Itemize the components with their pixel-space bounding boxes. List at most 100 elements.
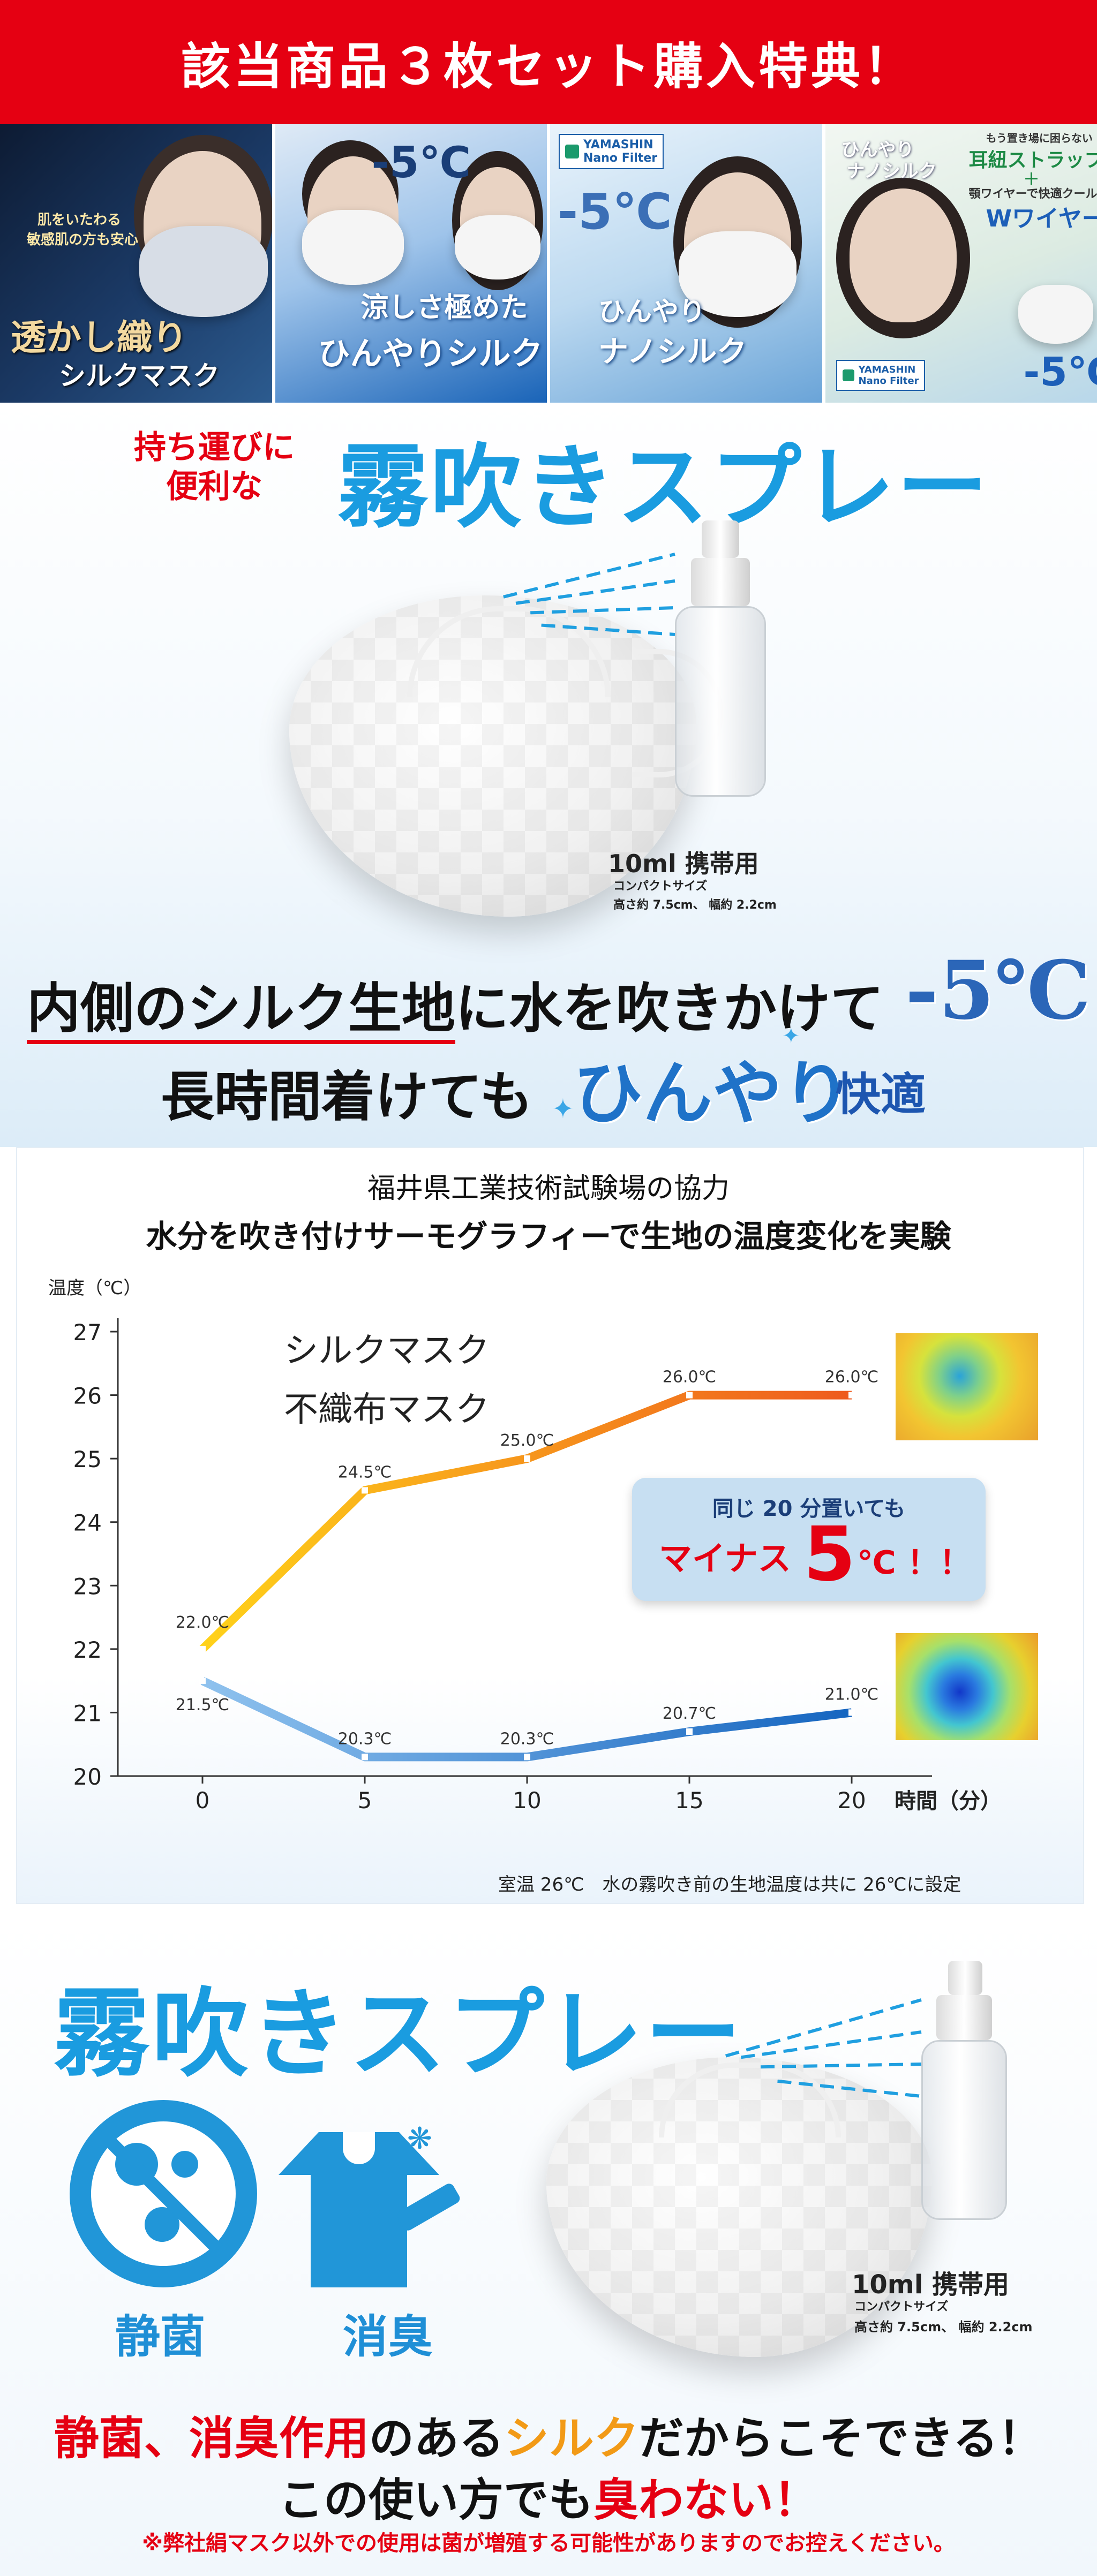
spray-mist <box>725 1998 922 2058</box>
thumbnail-hinyari-silk[interactable]: -5℃ 涼しさ極めた ひんやりシルク <box>275 124 550 403</box>
thumb-title: ナノシルク <box>846 161 937 182</box>
thermography-image <box>896 1333 1038 1440</box>
data-label: 26.0℃ <box>663 1368 717 1387</box>
mask-image <box>679 231 797 317</box>
yamashin-logo: YAMASHIN Nano Filter <box>559 134 664 169</box>
data-point <box>362 1487 368 1494</box>
sparkle-icon: ✦ <box>552 1093 574 1124</box>
bottom-headline: この使い方でも臭わない！ <box>278 2474 819 2526</box>
headline: 長時間着けても <box>161 1066 533 1128</box>
thumb-title: ひんやり <box>598 296 705 327</box>
bottle-size: 高さ約 7.5cm、 幅約 2.2cm <box>613 898 777 912</box>
data-point <box>524 1455 530 1462</box>
thumb-title: 透かし織り <box>11 316 187 358</box>
x-tick-label: 15 <box>675 1787 703 1814</box>
thumbnail-nano-silk[interactable]: YAMASHIN Nano Filter -5℃ ひんやり ナノシルク <box>550 124 825 403</box>
y-tick-label: 23 <box>73 1573 102 1599</box>
promo-text: もう置き場に困らない <box>986 132 1093 145</box>
promo-banner: 該当商品３枚セット購入特典！ <box>0 0 1097 124</box>
spray-section: 持ち運びに 便利な 霧吹きスプレー 10ml 携帯用 コンパクトサイズ 高さ約 … <box>0 403 1097 1147</box>
temperature-badge: -5℃ <box>558 183 672 240</box>
headline: 内側のシルク生地に水を吹きかけて <box>27 965 884 1044</box>
y-axis-label: 温度（℃） <box>48 1278 141 1299</box>
bottle-subtitle: コンパクトサイズ <box>854 2300 949 2314</box>
data-label: 21.0℃ <box>825 1685 879 1704</box>
mask-image <box>139 226 268 317</box>
bottle-title: 10ml 携帯用 <box>608 849 759 878</box>
bottom-title: 霧吹きスプレー <box>54 1978 744 2090</box>
bottom-section: 霧吹きスプレー 静菌 ❋ 消臭 10ml 携帯用 コンパクトサイズ 高さ約 7.… <box>0 1918 1097 2576</box>
data-label: 21.5℃ <box>176 1696 230 1714</box>
bottle-title: 10ml 携帯用 <box>852 2270 1009 2300</box>
y-tick-label: 22 <box>73 1637 102 1663</box>
temperature-chart: 温度（℃） 時間（分） 20 21 22 23 24 25 26 27 0 5 10 15 20 21… <box>48 1278 1002 1814</box>
thermography-image <box>896 1633 1038 1740</box>
mask-image <box>454 215 540 279</box>
antibacterial-label: 静菌 <box>115 2310 206 2363</box>
promo-text: 耳紐ストラップ <box>968 149 1097 171</box>
mask-image <box>1018 285 1093 344</box>
bubble-icon: ❋ <box>407 2121 432 2156</box>
y-tick-label: 21 <box>73 1700 102 1726</box>
x-tick-label: 5 <box>358 1787 372 1814</box>
data-label: 20.7℃ <box>663 1704 717 1723</box>
x-tick-label: 20 <box>837 1787 866 1814</box>
promo-text: 顎ワイヤーで快適クール <box>968 187 1097 201</box>
data-label: 26.0℃ <box>825 1368 879 1387</box>
y-tick-label: 20 <box>73 1764 102 1790</box>
data-point <box>848 1392 855 1399</box>
deodorant-icon: ❋ <box>279 2121 462 2287</box>
experiment-footnote: 室温 26℃ 水の霧吹き前の生地温度は共に 26℃に設定 <box>498 1874 961 1895</box>
data-point <box>362 1754 368 1761</box>
callout-text: 同じ 20 分置いても <box>712 1497 906 1521</box>
nano-filter-icon <box>565 145 579 158</box>
spray-subtitle: 持ち運びに <box>134 429 295 466</box>
y-tick-label: 24 <box>73 1510 102 1536</box>
data-label: 20.3℃ <box>338 1729 392 1748</box>
spray-mist <box>515 579 675 605</box>
bottle-size: 高さ約 7.5cm、 幅約 2.2cm <box>854 2320 1033 2335</box>
headline: 快適 <box>836 1068 926 1121</box>
spray-subtitle: 便利な <box>166 468 262 505</box>
thumb-title: ひんやりシルク <box>318 335 543 373</box>
thumb-title: ナノシルク <box>598 335 747 369</box>
y-tick-label: 26 <box>73 1383 102 1409</box>
data-label: 24.5℃ <box>338 1463 392 1482</box>
headline-temperature: -5℃ <box>905 943 1091 1038</box>
thumbnail-silk-mask[interactable]: 肌をいたわる 敏感肌の方も安心 透かし織り シルクマスク <box>0 124 275 403</box>
result-callout: 同じ 20 分置いても マイナス 5 ℃ ！！ <box>632 1478 986 1601</box>
x-tick-label: 0 <box>196 1787 210 1814</box>
x-axis-label: 時間（分） <box>895 1789 1002 1814</box>
model-face <box>849 188 957 322</box>
data-point <box>686 1728 693 1735</box>
data-label: 22.0℃ <box>176 1613 230 1632</box>
thumbnail-w-wire[interactable]: ひんやり ナノシルク もう置き場に困らない 耳紐ストラップ ＋ 顎ワイヤーで快適… <box>825 124 1097 403</box>
spray-bottle-image <box>921 1961 1007 2223</box>
y-tick-label: 27 <box>73 1319 102 1346</box>
data-label: 25.0℃ <box>500 1431 554 1450</box>
mask-image <box>302 210 404 285</box>
x-tick-label: 10 <box>513 1787 541 1814</box>
antibacterial-icon <box>70 2100 257 2287</box>
callout-text: ℃ ！！ <box>857 1544 972 1582</box>
spray-title: 霧吹きスプレー <box>337 435 990 541</box>
bottom-headline: 静菌、消臭作用のあるシルクだからこそできる！ <box>54 2412 1043 2465</box>
y-tick-label: 25 <box>73 1446 102 1472</box>
nano-filter-icon <box>842 369 854 381</box>
data-point <box>199 1678 206 1684</box>
experiment-title: 福井県工業技術試験場の協力 <box>367 1173 730 1205</box>
thumb-title: 涼しさ極めた <box>360 291 528 324</box>
data-point <box>848 1709 855 1716</box>
promo-text: ＋ <box>1023 170 1040 189</box>
data-label: 20.3℃ <box>500 1729 554 1748</box>
callout-text: マイナス <box>659 1539 791 1578</box>
bottle-subtitle: コンパクトサイズ <box>613 880 708 893</box>
thumb-caption: 肌をいたわる <box>37 212 122 228</box>
promo-banner-text: 該当商品３枚セット購入特典！ <box>181 37 916 95</box>
promo-text: Wワイヤー <box>986 205 1097 232</box>
silk-mask-image <box>289 595 696 917</box>
yamashin-logo: YAMASHIN Nano Filter <box>836 360 926 391</box>
thumb-title: ひんやり <box>841 139 914 161</box>
sparkle-icon: ✦ <box>782 1024 800 1048</box>
callout-number: 5 <box>803 1511 856 1598</box>
